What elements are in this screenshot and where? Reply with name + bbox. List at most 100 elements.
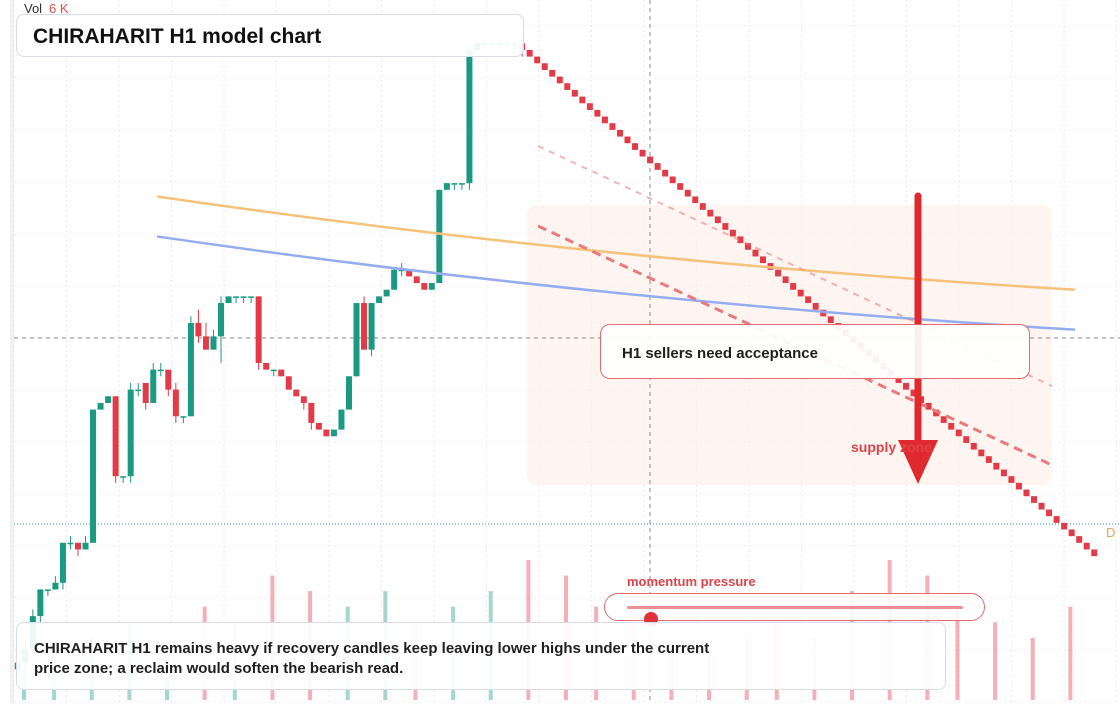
candle-body [714, 216, 721, 224]
candle-body [270, 369, 277, 372]
candle-body [263, 362, 270, 370]
candle-body [97, 402, 104, 410]
candle-body [910, 389, 917, 397]
candle-body [1046, 509, 1053, 517]
candle-body [632, 143, 639, 150]
callout-text: H1 sellers need acceptance [622, 345, 818, 362]
candle-body [323, 429, 330, 437]
candle-body [647, 156, 654, 164]
candle-body [993, 462, 1000, 470]
candle-body [330, 429, 337, 437]
candle-body [195, 323, 202, 337]
candle-body [571, 89, 578, 97]
candle-body [150, 369, 157, 403]
candle-body [827, 316, 834, 324]
candle-body [248, 296, 255, 298]
candle-body [210, 336, 217, 350]
candle-body [805, 296, 812, 304]
candle-body [308, 402, 315, 423]
candle-body [579, 96, 586, 104]
candle-body [428, 283, 435, 290]
candle-body [722, 223, 729, 230]
supply-zone-label: supply zone [851, 439, 932, 455]
candle-body [744, 243, 751, 250]
candle-body [466, 49, 473, 184]
candle-body [74, 542, 81, 550]
candle-body [142, 382, 149, 403]
chart-title: CHIRAHARIT H1 model chart [33, 25, 322, 48]
candle-body [82, 542, 89, 550]
candle-body [684, 189, 691, 197]
candle-body [790, 283, 797, 290]
candle-body [112, 396, 119, 477]
candle-body [300, 396, 307, 403]
candle-body [255, 296, 262, 363]
candle-body [1038, 502, 1045, 510]
candle-body [345, 376, 352, 410]
candle-body [443, 183, 450, 190]
momentum-label: momentum pressure [627, 574, 756, 589]
candle-body [172, 389, 179, 417]
candle-body [549, 69, 556, 77]
note-text: CHIRAHARIT H1 remains heavy if recovery … [34, 640, 710, 677]
candle-body [624, 136, 631, 144]
candle-body [120, 476, 127, 478]
candle-body [782, 276, 789, 284]
candle-body [797, 289, 804, 297]
candle-body [707, 209, 714, 217]
candle-body [534, 56, 541, 64]
candle-body [240, 296, 247, 298]
candle-body [970, 442, 977, 450]
candle-body [1068, 529, 1075, 537]
candle-body [376, 296, 383, 304]
candle-body [978, 449, 985, 457]
candle-body [285, 376, 292, 390]
left-edge [10, 0, 14, 704]
candle-body [187, 323, 194, 417]
candle-body [406, 269, 413, 277]
volume-bar [1068, 606, 1073, 700]
candle-body [315, 422, 322, 430]
candle-body [1015, 482, 1022, 490]
candle-body [594, 109, 601, 117]
candle-body [436, 189, 443, 284]
candle-body [752, 249, 759, 257]
candle-body [368, 303, 375, 350]
candle-body [127, 389, 134, 477]
candle-body [398, 269, 405, 272]
candle-body [1076, 536, 1083, 543]
volume-bar [955, 606, 960, 700]
candle-body [105, 396, 112, 403]
candle-body [165, 369, 172, 390]
moving-average-fast [156, 195, 1076, 291]
candle-body [293, 389, 300, 397]
trend-line-lower [537, 224, 1055, 468]
candle-body [451, 183, 458, 185]
candle-body [135, 389, 142, 392]
momentum-track [627, 606, 963, 626]
callout-box: H1 sellers need acceptance [600, 324, 1030, 379]
candle-body [44, 589, 51, 591]
candle-body [948, 422, 955, 430]
candle-body [737, 236, 744, 244]
candle-body [1000, 469, 1007, 477]
candle-body [586, 103, 593, 110]
candle-body [225, 296, 232, 304]
candle-body [985, 456, 992, 463]
candle-body [564, 83, 571, 90]
candle-body [616, 129, 623, 137]
candle-body [760, 256, 767, 264]
volume-bar [1030, 637, 1035, 700]
candle-body [59, 542, 66, 583]
candle-body [601, 116, 608, 124]
candle-body [391, 269, 398, 290]
candle-body [278, 369, 285, 377]
candle-body [52, 582, 59, 590]
candle-body [361, 303, 368, 350]
candle-body [955, 429, 962, 437]
candle-body [338, 409, 345, 430]
candle-body [940, 416, 947, 423]
candle-body [677, 183, 684, 190]
candle-body [609, 123, 616, 130]
candle-body [933, 409, 940, 417]
